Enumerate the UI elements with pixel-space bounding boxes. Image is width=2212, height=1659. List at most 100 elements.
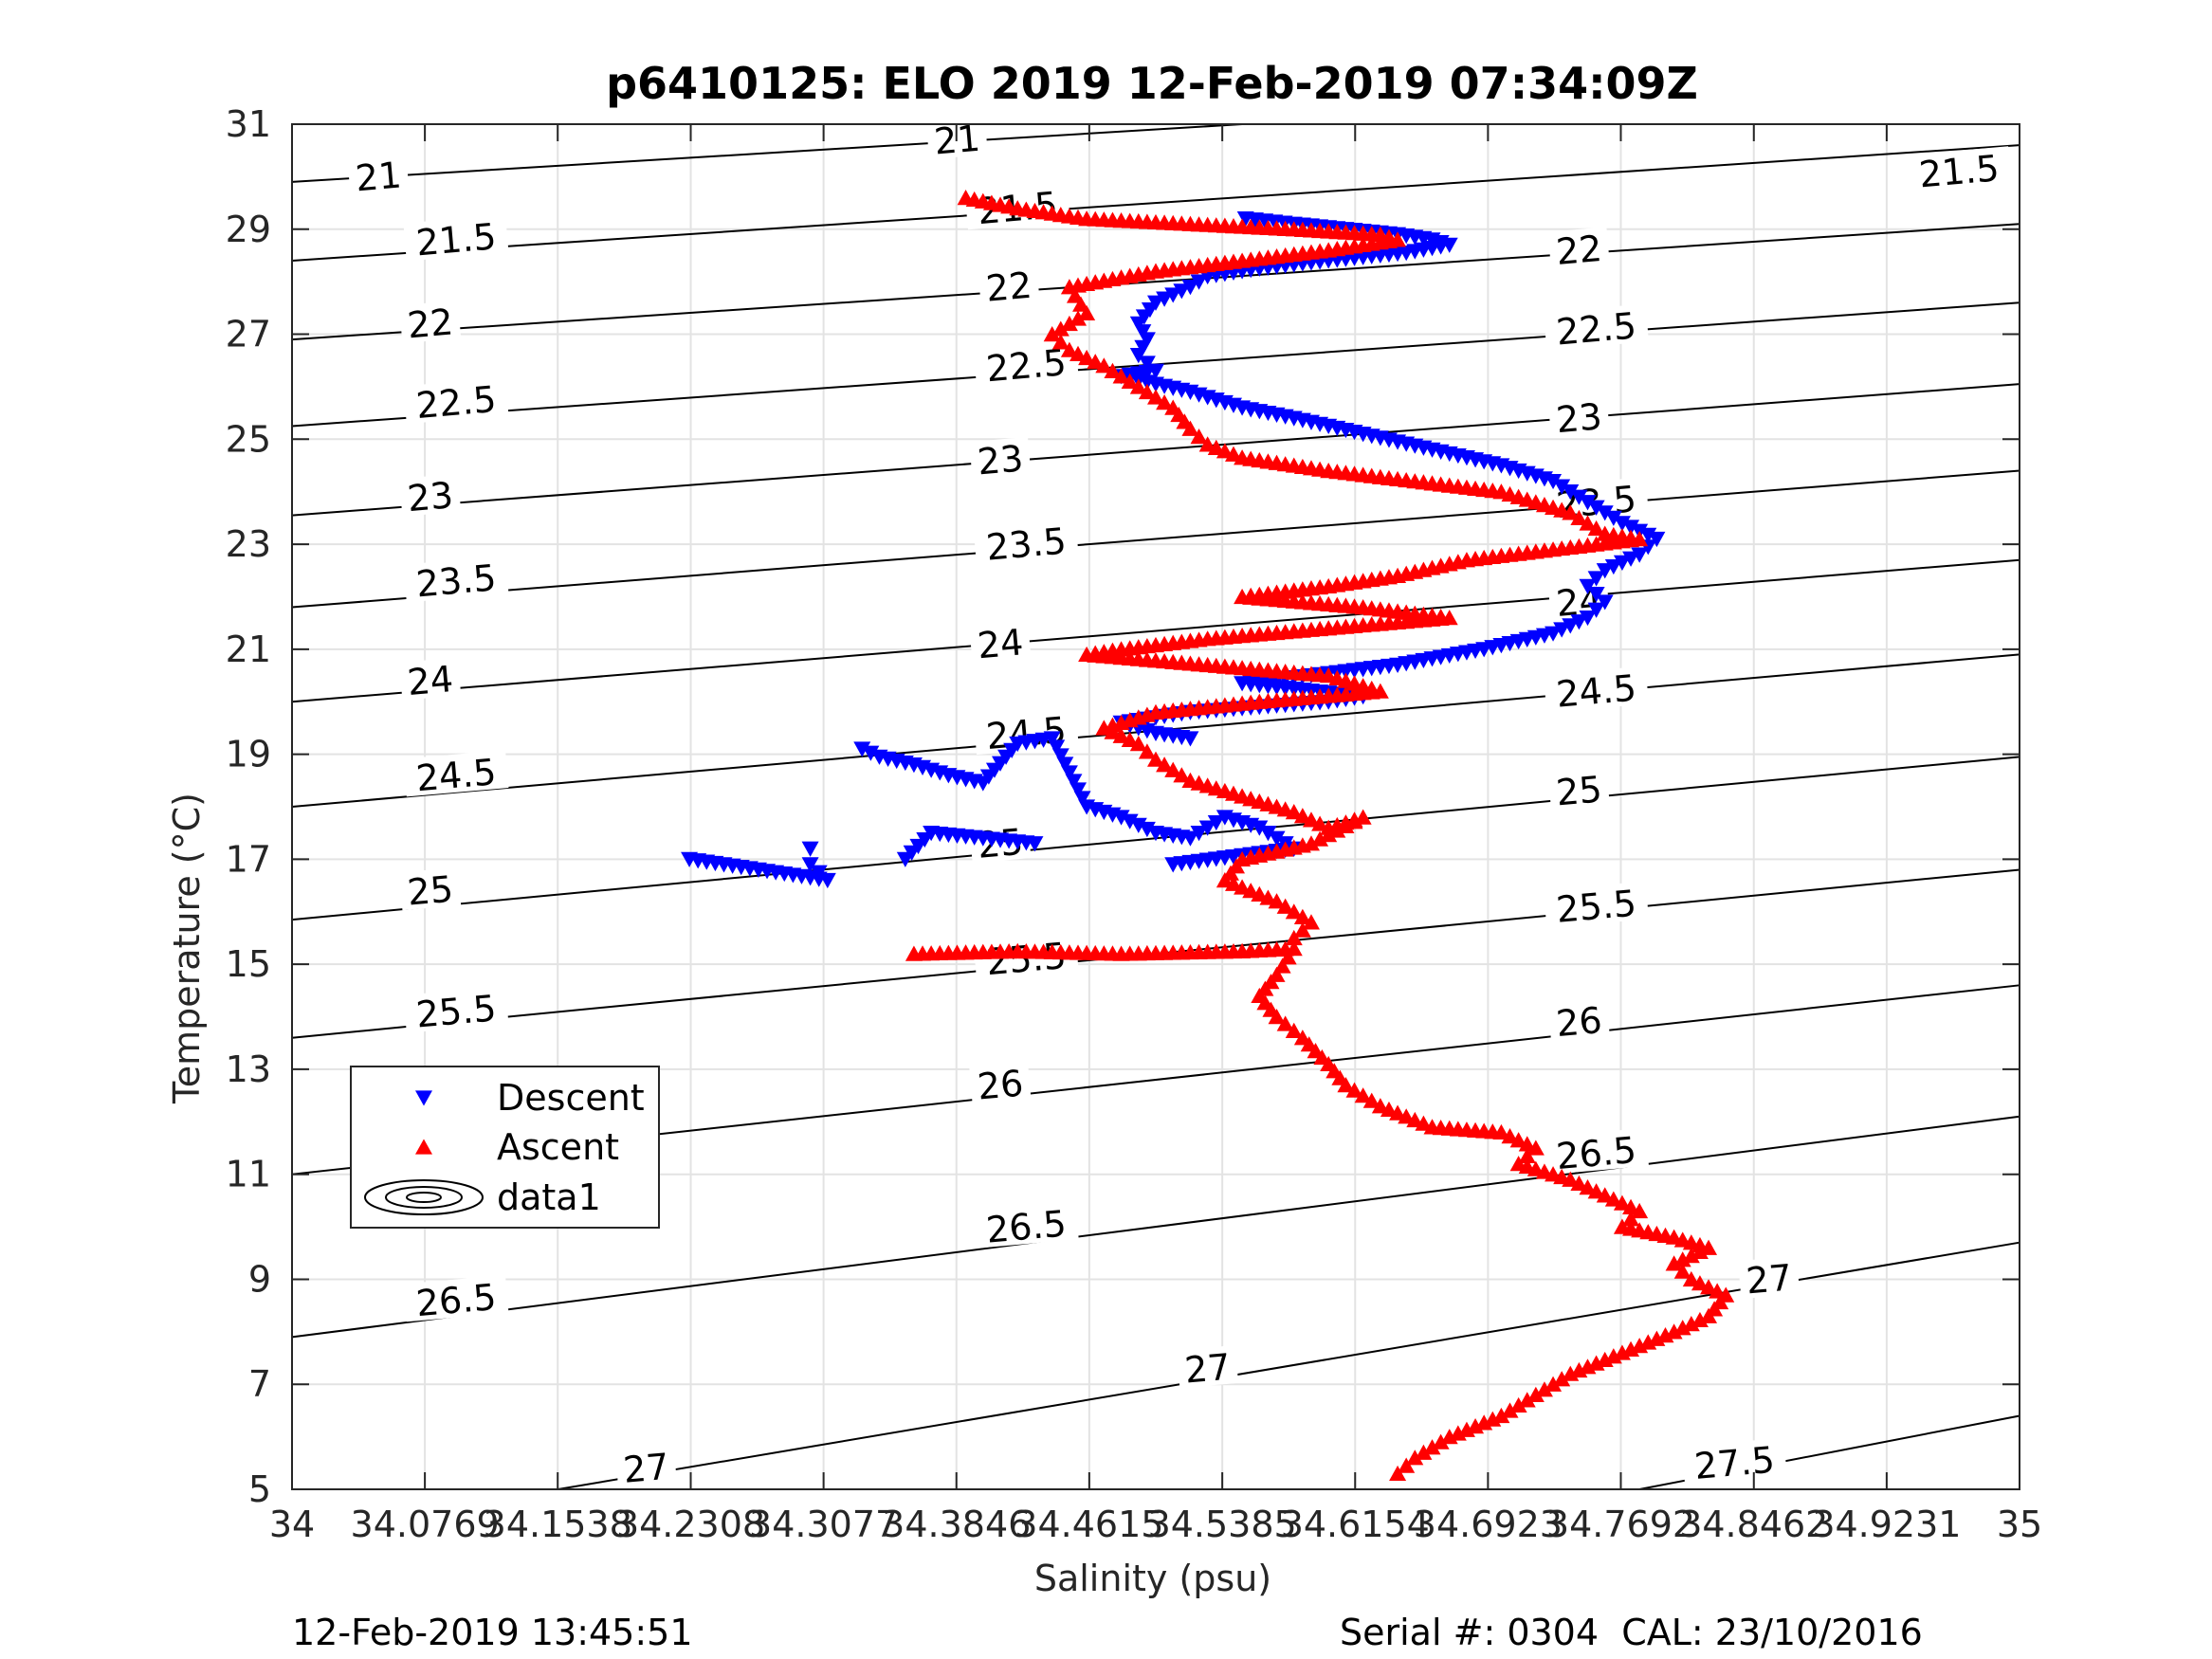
y-tick-label: 27 <box>226 314 271 356</box>
contour-label-group: 26.5 <box>403 1274 509 1324</box>
contour-label: 23.5 <box>984 520 1068 568</box>
ascent-point <box>1535 1381 1553 1397</box>
axes: 34 34.076934.153834.230834.307734.384634.… <box>226 103 2043 1545</box>
x-tick-label: 34.1538 <box>484 1504 632 1545</box>
descent-point <box>1181 280 1199 296</box>
descent-point <box>853 741 871 757</box>
descent-point <box>1207 814 1225 831</box>
descent-point <box>801 841 819 857</box>
contour-label: 27.5 <box>1692 1439 1776 1487</box>
legend: Descent Ascent data1 <box>350 1066 660 1229</box>
contour-label: 25 <box>1554 768 1603 813</box>
density-contour-23 <box>291 383 2020 517</box>
ascent-point <box>1345 813 1363 830</box>
descent-point <box>1579 610 1597 627</box>
x-tick-label: 34.8462 <box>1679 1504 1828 1545</box>
descent-point <box>1134 339 1152 356</box>
contour-label-group: 27.5 <box>1681 1437 1787 1487</box>
ascent-point <box>1311 830 1329 847</box>
descent-point <box>862 745 880 761</box>
ascent-point <box>1354 1087 1372 1103</box>
contour-label: 27 <box>1745 1256 1794 1302</box>
ascent-point <box>1069 310 1088 326</box>
ascent-point <box>1069 345 1088 361</box>
contour-label: 24 <box>406 658 455 703</box>
ascent-point <box>1060 315 1078 332</box>
contour-label-bg <box>969 620 1032 664</box>
footer-date: 12-Feb-2019 13:45:51 <box>292 1612 693 1653</box>
ascent-point <box>1526 1139 1545 1156</box>
ascent-point <box>1665 1255 1683 1271</box>
x-tick-label: 35 <box>1997 1504 2042 1545</box>
density-contour-23.5 <box>291 469 2020 609</box>
descent-point <box>1613 555 1631 572</box>
ascent-point <box>1095 357 1113 374</box>
descent-point <box>1251 820 1269 836</box>
descent-point <box>1173 283 1191 300</box>
descent-point <box>801 857 819 873</box>
ascent-point <box>1673 1263 1691 1279</box>
ascent-point <box>1268 893 1286 909</box>
descent-point <box>1069 782 1088 798</box>
descent-point <box>1073 791 1091 807</box>
contour-label: 26.5 <box>984 1202 1068 1250</box>
descent-point <box>1570 489 1588 505</box>
contour-label-group: 23 <box>969 436 1032 483</box>
ascent-point <box>1509 1396 1527 1413</box>
contour-label-bg <box>403 1274 509 1322</box>
descent-point <box>1043 731 1061 747</box>
ascent-point <box>1190 428 1208 445</box>
contour-label-bg <box>1738 1255 1801 1300</box>
ascent-series <box>905 189 1735 1482</box>
ascent-point <box>1112 727 1130 743</box>
ascent-point <box>1700 1239 1718 1255</box>
ascent-point <box>1276 1015 1294 1031</box>
ascent-point <box>1526 1386 1545 1402</box>
contour-label: 23.5 <box>414 556 498 605</box>
contour-label: 21.5 <box>414 215 498 264</box>
contour-label-bg <box>1547 767 1610 811</box>
contour-label-group: 26 <box>1547 998 1610 1045</box>
descent-point <box>1129 348 1147 364</box>
descent-point <box>1112 810 1130 826</box>
ascent-point <box>1276 898 1294 914</box>
ascent-point <box>1156 393 1174 410</box>
contour-label-group: 21.5 <box>1906 146 2012 195</box>
descent-point <box>1587 500 1605 516</box>
legend-contour-marker <box>364 1179 484 1215</box>
ascent-point <box>1700 1279 1718 1295</box>
contour-label-group: 21 <box>347 153 410 199</box>
descent-point <box>1596 594 1614 611</box>
contour-label: 24.5 <box>1555 667 1638 716</box>
ascent-point <box>1164 761 1182 777</box>
ascent-point <box>1121 731 1139 748</box>
ascent-point <box>1587 1183 1605 1199</box>
descent-point <box>1181 731 1199 747</box>
y-tick-label: 13 <box>226 1048 271 1090</box>
contour-label-bg <box>1547 227 1610 270</box>
descent-point <box>1156 291 1174 307</box>
descent-point <box>1596 505 1614 521</box>
y-tick-label: 25 <box>226 418 271 460</box>
descent-point <box>1138 332 1156 348</box>
contour-label-group: 25 <box>398 866 462 914</box>
contour-label-bg <box>1543 881 1649 928</box>
ascent-point <box>1138 383 1156 400</box>
descent-point <box>1138 821 1156 838</box>
ascent-point <box>1087 354 1105 370</box>
ascent-point <box>1622 1211 1640 1227</box>
contour-label-group: 24.5 <box>403 750 509 799</box>
ascent-point <box>1302 914 1320 930</box>
descent-point <box>1129 316 1147 333</box>
ascent-point <box>1501 1127 1519 1144</box>
contour-label-group: 25 <box>1547 767 1610 813</box>
contour-label: 22 <box>406 301 455 346</box>
contour-label: 23 <box>976 437 1025 483</box>
ascent-point <box>1293 921 1311 938</box>
ascent-point <box>1060 341 1078 357</box>
descent-point <box>1164 287 1182 303</box>
contour-label-bg <box>978 264 1040 307</box>
contour-label-group: 21.5 <box>403 214 509 264</box>
contour-label-bg <box>969 436 1032 481</box>
contour-label: 21.5 <box>1917 147 2001 195</box>
